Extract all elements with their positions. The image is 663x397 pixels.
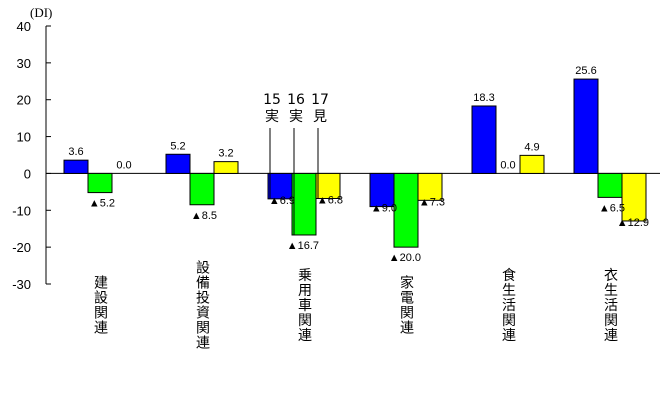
data-label: ▲12.9: [617, 217, 649, 229]
y-tick-label: 30: [17, 56, 31, 71]
data-label: 25.6: [575, 65, 596, 77]
data-label: 5.2: [170, 140, 185, 152]
y-tick-label: -30: [12, 277, 31, 292]
data-label: 0.0: [500, 159, 515, 171]
data-label: 0.0: [116, 159, 131, 171]
bar: [393, 172, 419, 248]
legend-kind: 見: [313, 109, 327, 125]
data-label: ▲6.8: [317, 194, 343, 206]
data-label: ▲6.9: [269, 195, 295, 207]
y-axis: 40 30 20 10 0 -10 -20 -30: [12, 19, 660, 292]
bar: [213, 161, 239, 174]
bar: [189, 172, 215, 206]
bar: [519, 154, 545, 174]
bar: [621, 172, 647, 222]
category-label: 家電関連: [398, 274, 414, 335]
data-label: 3.6: [68, 146, 83, 158]
category-label: 衣生活関連: [602, 268, 618, 343]
y-tick-label: 0: [24, 166, 31, 181]
data-label: 18.3: [473, 92, 494, 104]
category-labels: 建設関連 設備投資関連 乗用車関連 家電関連 食生活関連 衣生活関連: [92, 260, 618, 350]
category-label: 建設関連: [92, 275, 108, 335]
y-tick-label: -20: [12, 240, 31, 255]
legend-year: 17: [311, 92, 329, 108]
data-label: ▲20.0: [389, 252, 421, 264]
category-label: 食生活関連: [500, 267, 516, 343]
data-label: ▲6.5: [599, 202, 625, 214]
y-tick-label: -10: [12, 203, 31, 218]
data-label: ▲16.7: [287, 240, 319, 252]
legend-year: 16: [287, 92, 305, 108]
y-tick-label: 20: [17, 93, 31, 108]
bar: [165, 153, 191, 174]
bar: [87, 172, 113, 194]
y-tick-label: 40: [17, 19, 31, 34]
category-label: 設備投資関連: [194, 260, 210, 350]
y-unit-label: (DI): [30, 5, 52, 20]
legend-kind: 実: [265, 109, 279, 125]
data-label: 4.9: [524, 141, 539, 153]
bar: [597, 172, 623, 198]
bar: [315, 172, 341, 199]
legend-year: 15: [263, 92, 281, 108]
bar: [63, 159, 89, 174]
data-label: ▲8.5: [191, 210, 217, 222]
y-tick-label: 10: [17, 130, 31, 145]
bar: [291, 172, 317, 236]
legend-kind: 実: [289, 109, 303, 125]
bar: [417, 172, 443, 201]
data-label: 3.2: [218, 148, 233, 160]
bar: [573, 78, 599, 174]
data-label: ▲9.0: [371, 203, 397, 215]
value-labels: 3.6 ▲5.2 0.0 5.2 ▲8.5 3.2 ▲6.9 ▲16.7 ▲6.8 ▲9.0 ▲20…: [68, 65, 649, 264]
data-label: ▲5.2: [89, 198, 115, 210]
bar: [369, 172, 395, 208]
bars: [63, 78, 647, 248]
data-label: ▲7.3: [419, 196, 445, 208]
category-label: 乗用車関連: [296, 268, 312, 343]
bar: [471, 105, 497, 174]
